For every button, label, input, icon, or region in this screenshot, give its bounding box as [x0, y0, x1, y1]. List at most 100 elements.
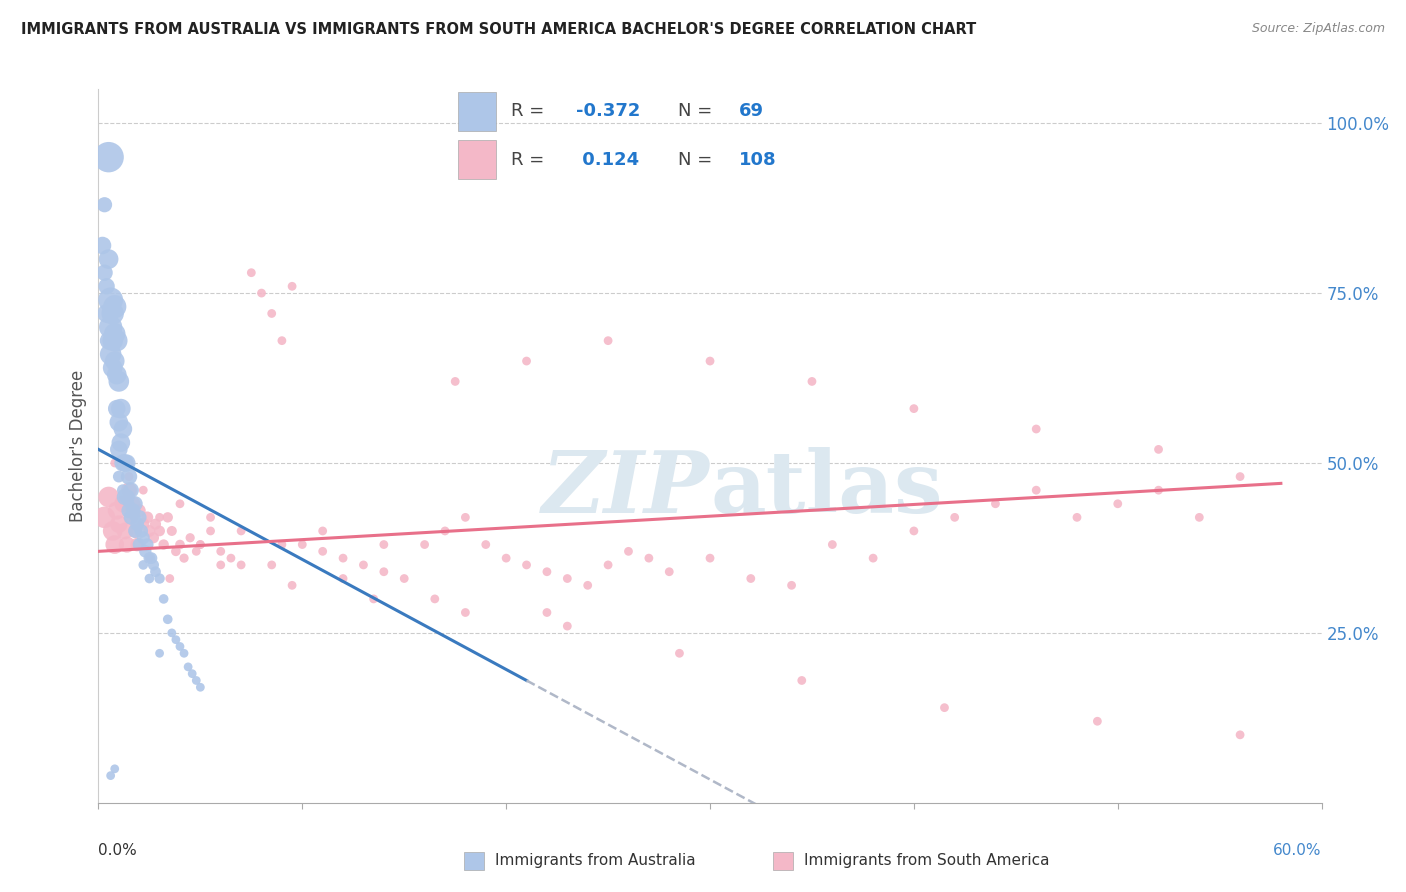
- Bar: [458, 92, 496, 131]
- Point: [97, 252, 120, 266]
- Point: [104, 326, 127, 341]
- Point: [934, 700, 956, 714]
- Text: ZIP: ZIP: [543, 447, 710, 531]
- Point: [101, 524, 124, 538]
- Point: [118, 503, 141, 517]
- Point: [270, 537, 294, 551]
- Point: [801, 375, 824, 389]
- Point: [111, 456, 134, 470]
- Point: [638, 551, 661, 566]
- Point: [111, 497, 134, 511]
- Point: [179, 531, 201, 545]
- Point: [312, 524, 335, 538]
- Text: N =: N =: [678, 151, 718, 169]
- Point: [668, 646, 690, 660]
- Point: [780, 578, 803, 592]
- Point: [132, 531, 155, 545]
- Point: [134, 544, 156, 558]
- Point: [114, 490, 136, 504]
- Point: [127, 537, 149, 551]
- Point: [516, 558, 538, 572]
- Point: [312, 544, 335, 558]
- Point: [101, 360, 124, 375]
- Point: [122, 497, 145, 511]
- Point: [1147, 442, 1170, 457]
- Point: [231, 524, 253, 538]
- Point: [149, 646, 172, 660]
- Point: [108, 415, 131, 429]
- Point: [142, 558, 165, 572]
- Point: [160, 524, 183, 538]
- Point: [141, 551, 163, 566]
- Point: [434, 524, 457, 538]
- Point: [124, 524, 146, 538]
- Point: [260, 558, 283, 572]
- Point: [1229, 469, 1251, 483]
- Point: [97, 490, 120, 504]
- Point: [156, 510, 179, 524]
- Point: [120, 510, 142, 524]
- Point: [617, 544, 640, 558]
- Point: [110, 435, 132, 450]
- Text: R =: R =: [512, 151, 550, 169]
- Point: [821, 537, 844, 551]
- Point: [169, 497, 191, 511]
- Point: [96, 306, 118, 320]
- Point: [114, 456, 136, 470]
- Point: [557, 572, 579, 586]
- Point: [104, 456, 127, 470]
- Point: [658, 565, 681, 579]
- Point: [186, 673, 208, 688]
- Point: [1025, 422, 1047, 436]
- Text: 108: 108: [740, 151, 776, 169]
- Point: [91, 238, 114, 252]
- Point: [108, 375, 131, 389]
- Point: [281, 279, 304, 293]
- Point: [173, 551, 195, 566]
- Point: [105, 334, 128, 348]
- Point: [110, 401, 132, 416]
- Point: [740, 572, 762, 586]
- Point: [105, 368, 128, 382]
- Point: [118, 497, 141, 511]
- Text: Immigrants from South America: Immigrants from South America: [804, 854, 1050, 869]
- Point: [120, 510, 142, 524]
- Point: [165, 544, 187, 558]
- Point: [1085, 714, 1108, 729]
- Point: [699, 354, 721, 368]
- Point: [114, 524, 136, 538]
- Point: [536, 606, 558, 620]
- Point: [118, 469, 141, 483]
- Point: [413, 537, 436, 551]
- Point: [93, 198, 115, 212]
- Point: [231, 558, 253, 572]
- Point: [1066, 510, 1088, 524]
- Point: [105, 401, 128, 416]
- Point: [392, 572, 416, 586]
- Point: [332, 551, 354, 566]
- Point: [495, 551, 517, 566]
- Point: [104, 537, 127, 551]
- Point: [173, 646, 195, 660]
- Point: [1147, 483, 1170, 498]
- Point: [943, 510, 966, 524]
- Point: [169, 537, 191, 551]
- Point: [188, 680, 212, 694]
- Point: [115, 490, 138, 504]
- Text: Immigrants from Australia: Immigrants from Australia: [495, 854, 696, 869]
- Point: [598, 334, 620, 348]
- Point: [118, 483, 141, 498]
- Text: 60.0%: 60.0%: [1274, 843, 1322, 858]
- Point: [444, 375, 467, 389]
- Point: [111, 422, 134, 436]
- Point: [1025, 483, 1047, 498]
- Point: [1188, 510, 1211, 524]
- Point: [127, 517, 149, 532]
- Point: [454, 510, 477, 524]
- Text: 69: 69: [740, 103, 763, 120]
- Point: [100, 320, 122, 334]
- Point: [132, 558, 155, 572]
- Point: [188, 537, 212, 551]
- Point: [149, 572, 172, 586]
- Point: [124, 524, 146, 538]
